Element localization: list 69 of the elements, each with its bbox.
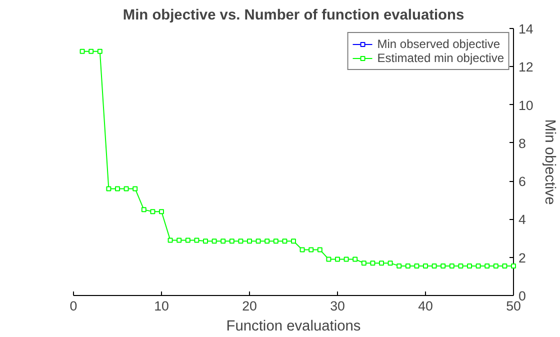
point xyxy=(370,260,376,266)
y-tick-label: 6 xyxy=(518,174,526,190)
point xyxy=(176,238,182,243)
legend-label: Min observed objective xyxy=(377,37,500,51)
y-tick-label: 12 xyxy=(518,60,534,75)
y-tick-label: 2 xyxy=(518,250,526,266)
point xyxy=(185,238,190,243)
point xyxy=(88,48,94,54)
point xyxy=(335,256,340,262)
point xyxy=(423,263,428,268)
point xyxy=(432,263,437,268)
point xyxy=(291,238,296,244)
point xyxy=(238,238,244,244)
point xyxy=(449,263,454,268)
point xyxy=(150,209,156,214)
point xyxy=(467,263,472,268)
point xyxy=(396,263,402,268)
x-tick-label: 50 xyxy=(506,298,521,314)
point xyxy=(458,263,464,268)
point xyxy=(502,263,508,268)
point xyxy=(229,238,234,244)
point xyxy=(511,263,516,268)
point xyxy=(484,263,490,268)
point xyxy=(344,256,349,262)
x-tick-label: 10 xyxy=(154,298,169,314)
point xyxy=(80,48,85,54)
point xyxy=(326,256,332,262)
y-tick-label: 10 xyxy=(518,98,534,113)
point xyxy=(141,207,146,212)
point xyxy=(414,263,420,268)
point xyxy=(282,238,288,244)
point xyxy=(352,256,358,262)
point xyxy=(379,260,384,266)
y-axis-title: Min objective xyxy=(541,119,558,205)
point xyxy=(132,186,138,192)
point xyxy=(317,247,322,252)
legend-label: Estimated min objective xyxy=(377,51,504,65)
point xyxy=(97,48,102,54)
point xyxy=(124,186,129,192)
point xyxy=(440,263,446,268)
point xyxy=(194,238,200,243)
point xyxy=(203,238,208,244)
point xyxy=(476,263,481,268)
point xyxy=(361,260,366,266)
y-tick-label: 4 xyxy=(518,212,526,228)
point xyxy=(247,238,252,244)
point xyxy=(308,247,314,252)
point xyxy=(106,186,112,192)
y-tick-label: 8 xyxy=(518,136,526,151)
point xyxy=(405,263,410,268)
point xyxy=(115,186,120,192)
y-tick-label: 0 xyxy=(518,288,526,304)
point xyxy=(388,260,393,266)
y-tick-label: 14 xyxy=(518,22,534,36)
point xyxy=(273,238,278,244)
point xyxy=(300,247,305,252)
x-tick-label: 0 xyxy=(70,298,78,314)
point xyxy=(220,238,226,244)
point xyxy=(264,238,270,244)
point xyxy=(256,238,261,244)
point xyxy=(212,238,217,244)
x-tick-label: 20 xyxy=(242,298,257,314)
x-tick-label: 40 xyxy=(418,298,433,314)
point xyxy=(168,238,173,243)
x-axis-title: Function evaluations xyxy=(226,318,361,334)
chart-title: Min objective vs. Number of function evaluations xyxy=(122,8,464,24)
point xyxy=(159,209,164,214)
x-tick-label: 30 xyxy=(330,298,345,314)
point xyxy=(493,263,498,268)
